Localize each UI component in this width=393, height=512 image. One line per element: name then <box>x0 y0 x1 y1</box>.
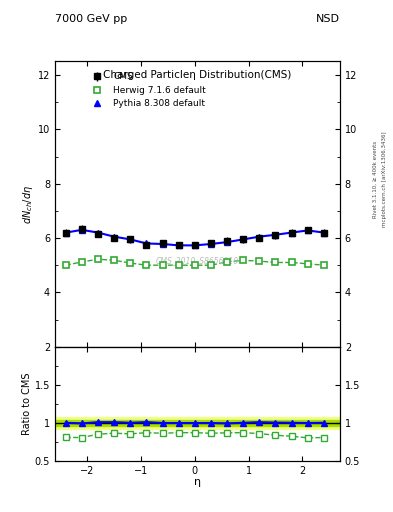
Herwig 7.1.6 default <box>63 262 68 268</box>
Herwig 7.1.6 default <box>241 257 246 263</box>
Text: mcplots.cern.ch [arXiv:1306.3436]: mcplots.cern.ch [arXiv:1306.3436] <box>382 132 387 227</box>
Line: Herwig 7.1.6 default: Herwig 7.1.6 default <box>62 256 327 269</box>
Herwig 7.1.6 default <box>128 260 133 266</box>
Herwig 7.1.6 default <box>305 261 310 267</box>
Pythia 8.308 default <box>95 229 100 236</box>
Text: Charged Particleη Distribution(CMS): Charged Particleη Distribution(CMS) <box>103 70 292 80</box>
X-axis label: η: η <box>194 477 201 487</box>
Herwig 7.1.6 default <box>144 262 149 268</box>
Herwig 7.1.6 default <box>273 260 278 266</box>
Herwig 7.1.6 default <box>321 262 326 268</box>
Herwig 7.1.6 default <box>225 259 230 265</box>
Pythia 8.308 default <box>241 237 246 243</box>
Pythia 8.308 default <box>209 241 213 247</box>
Herwig 7.1.6 default <box>95 256 100 262</box>
Pythia 8.308 default <box>112 233 116 240</box>
Pythia 8.308 default <box>305 227 310 233</box>
Pythia 8.308 default <box>63 229 68 236</box>
Herwig 7.1.6 default <box>289 260 294 266</box>
Pythia 8.308 default <box>160 241 165 247</box>
Y-axis label: Ratio to CMS: Ratio to CMS <box>22 373 32 435</box>
Pythia 8.308 default <box>193 242 197 248</box>
Pythia 8.308 default <box>273 232 278 238</box>
Herwig 7.1.6 default <box>193 262 197 268</box>
Y-axis label: $dN_{ch}/d\eta$: $dN_{ch}/d\eta$ <box>21 184 35 224</box>
Herwig 7.1.6 default <box>112 257 116 263</box>
Line: Pythia 8.308 default: Pythia 8.308 default <box>62 226 327 249</box>
Pythia 8.308 default <box>257 233 262 240</box>
Pythia 8.308 default <box>144 241 149 247</box>
Pythia 8.308 default <box>128 237 133 243</box>
Herwig 7.1.6 default <box>79 259 84 265</box>
Pythia 8.308 default <box>176 242 181 248</box>
Herwig 7.1.6 default <box>209 262 213 268</box>
Herwig 7.1.6 default <box>160 262 165 268</box>
Pythia 8.308 default <box>289 229 294 236</box>
Legend: CMS, Herwig 7.1.6 default, Pythia 8.308 default: CMS, Herwig 7.1.6 default, Pythia 8.308 … <box>82 69 209 112</box>
Pythia 8.308 default <box>79 227 84 233</box>
Text: 7000 GeV pp: 7000 GeV pp <box>55 14 127 25</box>
Text: Rivet 3.1.10, ≥ 400k events: Rivet 3.1.10, ≥ 400k events <box>373 141 378 218</box>
Pythia 8.308 default <box>225 239 230 245</box>
Bar <box>55 417 340 429</box>
Herwig 7.1.6 default <box>176 262 181 268</box>
Pythia 8.308 default <box>321 229 326 236</box>
Text: NSD: NSD <box>316 14 340 25</box>
Herwig 7.1.6 default <box>257 258 262 264</box>
Bar <box>55 420 340 426</box>
Text: CMS_2010_S8656010: CMS_2010_S8656010 <box>156 257 239 266</box>
